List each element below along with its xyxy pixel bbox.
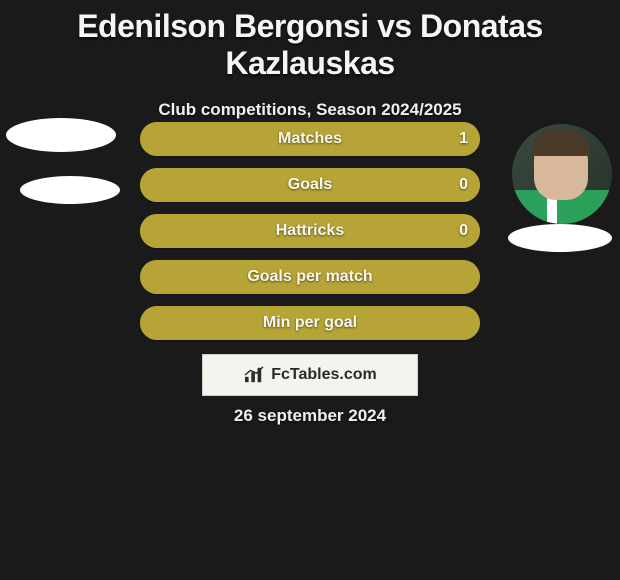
decorative-blob [508, 224, 612, 252]
stat-value-right: 0 [459, 168, 468, 202]
snapshot-date: 26 september 2024 [0, 406, 620, 426]
bar-chart-icon [243, 366, 265, 384]
stat-value-right: 0 [459, 214, 468, 248]
brand-text: FcTables.com [271, 366, 377, 384]
player-right-avatar [512, 124, 612, 224]
stat-bars: Matches 1 Goals 0 Hattricks 0 Goals per … [140, 122, 480, 352]
page-subtitle: Club competitions, Season 2024/2025 [0, 100, 620, 120]
stat-label: Matches [140, 122, 480, 156]
stat-label: Min per goal [140, 306, 480, 340]
stat-row-matches: Matches 1 [140, 122, 480, 156]
stat-value-right: 1 [459, 122, 468, 156]
stat-label: Goals per match [140, 260, 480, 294]
page-title: Edenilson Bergonsi vs Donatas Kazlauskas [0, 0, 620, 82]
stat-row-min-per-goal: Min per goal [140, 306, 480, 340]
stat-row-hattricks: Hattricks 0 [140, 214, 480, 248]
stat-row-goals-per-match: Goals per match [140, 260, 480, 294]
brand-badge: FcTables.com [202, 354, 418, 396]
decorative-blob [20, 176, 120, 204]
stat-label: Hattricks [140, 214, 480, 248]
decorative-blob [6, 118, 116, 152]
stat-row-goals: Goals 0 [140, 168, 480, 202]
stat-label: Goals [140, 168, 480, 202]
